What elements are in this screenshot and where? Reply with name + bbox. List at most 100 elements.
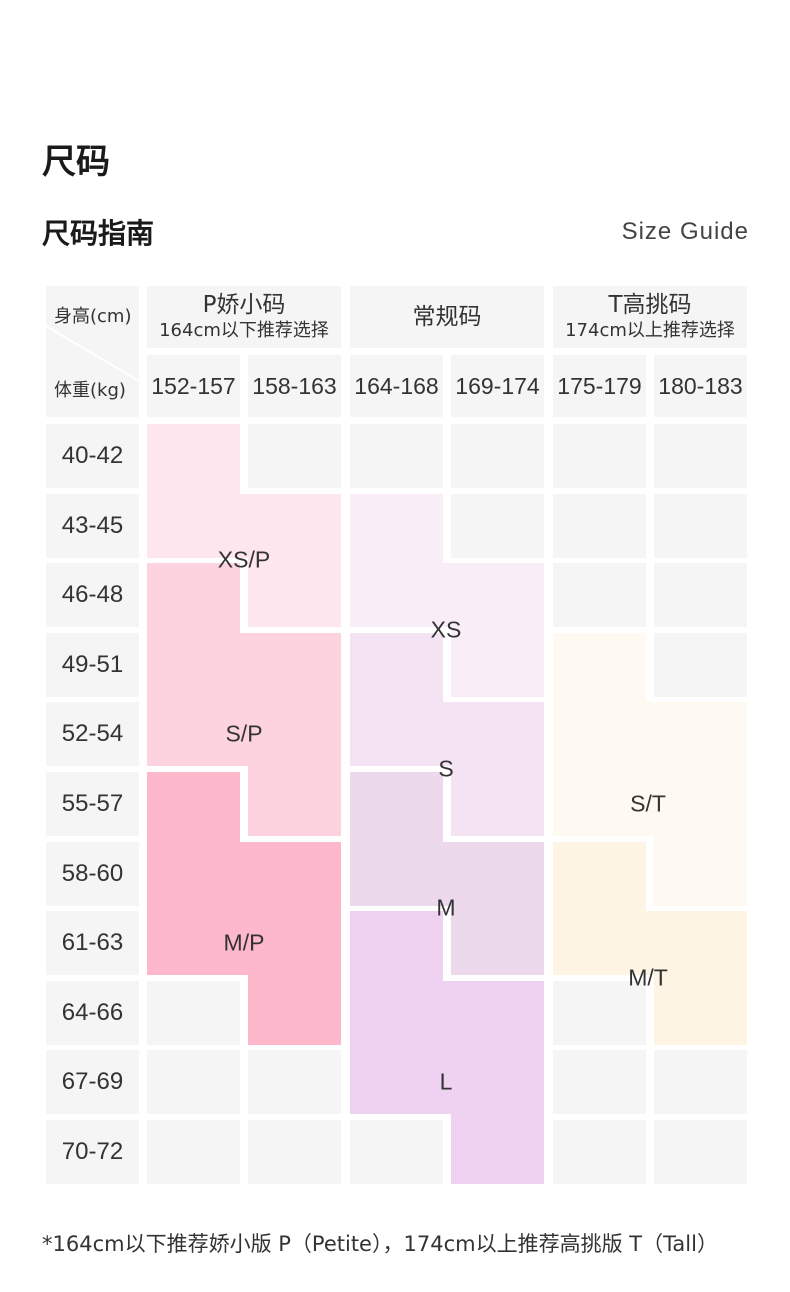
size-label: L	[439, 1068, 453, 1095]
weight-axis-label: 体重(kg)	[54, 380, 126, 401]
size-group-name: 常规码	[412, 304, 482, 330]
empty-cell	[553, 563, 646, 628]
size-cell	[350, 841, 451, 906]
size-cell-joint	[240, 696, 248, 703]
weight-range-cell: 67-69	[46, 1050, 139, 1115]
size-cell	[553, 911, 654, 976]
size-cell	[350, 563, 451, 628]
size-cell-joint	[240, 905, 248, 912]
size-cell	[147, 841, 248, 912]
size-cell	[350, 493, 443, 564]
size-label: XS/P	[217, 546, 271, 573]
weight-range-cell: 64-66	[46, 980, 139, 1045]
empty-cell	[248, 1120, 341, 1184]
size-cell	[350, 702, 451, 767]
weight-range-cell: 55-57	[46, 772, 139, 836]
size-cell	[147, 493, 248, 558]
empty-cell	[553, 424, 646, 488]
size-label: S/T	[630, 790, 666, 817]
size-cell	[350, 772, 443, 842]
empty-cell	[654, 1120, 747, 1184]
footnote: *164cm以下推荐娇小版 P（Petite），174cm以上推荐高挑版 T（T…	[42, 1232, 718, 1256]
empty-cell	[350, 1120, 443, 1184]
size-guide-label: Size Guide	[621, 218, 749, 245]
empty-cell	[553, 980, 646, 1045]
size-cell	[248, 980, 341, 1045]
size-group-name: P娇小码	[202, 292, 286, 318]
height-range-header: 169-174	[451, 355, 544, 417]
empty-cell	[654, 1050, 747, 1115]
weight-range-cell: 58-60	[46, 841, 139, 906]
size-cell	[451, 563, 544, 633]
size-cell	[147, 632, 248, 703]
weight-range-cell: 43-45	[46, 493, 139, 558]
size-cell	[451, 632, 544, 697]
size-group-name: T高挑码	[608, 292, 692, 318]
size-label: S	[438, 755, 454, 782]
size-cell	[248, 772, 341, 836]
empty-cell	[654, 563, 747, 628]
empty-cell	[451, 493, 544, 558]
height-axis-label: 身高(cm)	[54, 306, 132, 327]
size-guide-heading: 尺码指南	[42, 217, 155, 250]
size-cell	[654, 702, 747, 772]
size-cell	[553, 632, 646, 703]
size-cell	[654, 841, 747, 906]
size-cell	[451, 702, 544, 772]
size-cell	[248, 493, 341, 564]
size-cell	[451, 1120, 544, 1184]
size-cell	[248, 632, 341, 703]
size-cell	[553, 841, 646, 912]
empty-cell	[553, 1050, 646, 1115]
empty-cell	[350, 424, 443, 488]
size-cell	[451, 841, 544, 912]
size-group-header: 常规码	[350, 286, 544, 348]
size-cell-joint	[646, 766, 654, 772]
size-group-note: 164cm以下推荐选择	[159, 320, 329, 341]
size-cell	[451, 1050, 544, 1120]
height-range-header: 164-168	[350, 355, 443, 417]
size-cell	[350, 911, 443, 981]
page-title: 尺码	[42, 142, 110, 182]
empty-cell	[147, 1120, 240, 1184]
size-cell	[654, 980, 747, 1045]
empty-cell	[654, 493, 747, 558]
corner-divider	[46, 325, 139, 382]
size-label: M/T	[628, 964, 668, 991]
empty-cell	[147, 1050, 240, 1115]
weight-range-cell: 61-63	[46, 911, 139, 976]
size-cell	[350, 980, 451, 1051]
size-cell	[248, 563, 341, 628]
size-cell	[451, 772, 544, 836]
weight-range-cell: 70-72	[46, 1120, 139, 1184]
height-range-header: 180-183	[654, 355, 747, 417]
size-cell	[248, 911, 341, 981]
size-label: XS	[430, 616, 462, 643]
size-group-note: 174cm以上推荐选择	[565, 320, 735, 341]
corner-cell: 身高(cm) 体重(kg)	[46, 286, 139, 417]
size-cell	[451, 911, 544, 976]
empty-cell	[248, 424, 341, 488]
size-cell	[451, 980, 544, 1051]
weight-range-cell: 40-42	[46, 424, 139, 488]
size-cell	[654, 772, 747, 842]
size-group-header: P娇小码 164cm以下推荐选择	[147, 286, 341, 348]
size-label: M	[436, 894, 456, 921]
size-cell	[654, 911, 747, 981]
size-label: S/P	[225, 720, 263, 747]
weight-range-cell: 46-48	[46, 563, 139, 628]
size-cell	[147, 772, 240, 842]
size-cell	[350, 1050, 451, 1115]
size-cell	[147, 563, 240, 633]
size-cell	[147, 911, 248, 976]
empty-cell	[553, 493, 646, 558]
empty-cell	[654, 632, 747, 697]
empty-cell	[451, 424, 544, 488]
size-cell	[248, 702, 341, 772]
size-label: M/P	[223, 929, 265, 956]
empty-cell	[553, 1120, 646, 1184]
empty-cell	[147, 980, 240, 1045]
empty-cell	[248, 1050, 341, 1115]
height-range-header: 152-157	[147, 355, 240, 417]
